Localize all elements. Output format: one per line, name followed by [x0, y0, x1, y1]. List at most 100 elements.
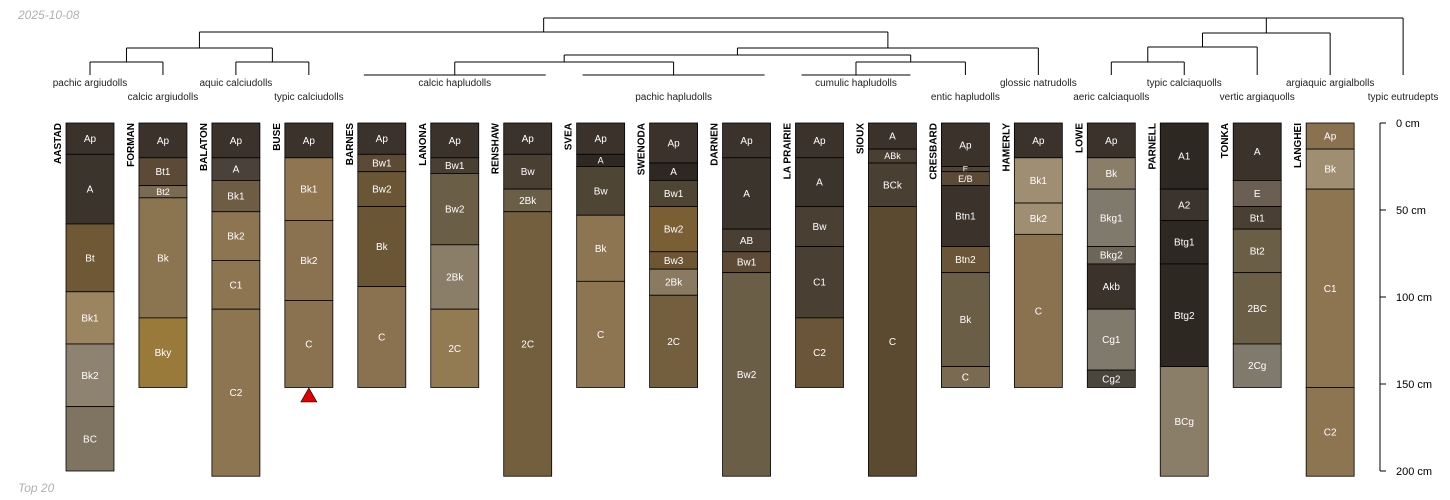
horizon-ap [138, 122, 188, 159]
horizon-label: Bt2 [1250, 246, 1265, 257]
subgroup-label-glossic-natrudolls: glossic natrudolls [1000, 78, 1077, 89]
horizon-label: Bk [1324, 165, 1337, 176]
subgroup-label-aeric-calciaquolls: aeric calciaquolls [1073, 92, 1149, 103]
horizon-label: Akb [1103, 282, 1121, 293]
horizon-cg2 [1086, 369, 1136, 388]
horizon-label: Ap [959, 140, 972, 151]
horizon-label: Bkg1 [1100, 213, 1123, 224]
profile-buse: Ap Bk1 Bk2 C BUSE [272, 122, 334, 388]
horizon-label: Bk1 [300, 185, 318, 196]
horizon-bk [941, 272, 990, 368]
horizon-label: Ap [84, 134, 97, 145]
horizon-label: Ap [303, 136, 316, 147]
horizon-bk2 [1013, 202, 1063, 235]
horizon-bc [65, 406, 115, 472]
profile-la-prairie: Ap A Bw C1 C2 LA PRAIRIE [783, 122, 844, 388]
horizon-label: 2Cg [1248, 361, 1266, 372]
horizon-label: Bt1 [155, 167, 170, 178]
horizon-label: 2Bk [665, 278, 683, 289]
horizon-akb [1086, 263, 1136, 310]
horizon-label: E [1254, 189, 1261, 200]
horizon-label: Ap [740, 136, 753, 147]
horizon-label: 2Bk [519, 196, 537, 207]
horizon-label: ABk [884, 151, 901, 161]
horizon-label: AB [740, 236, 754, 247]
horizon-label: 2C [448, 344, 461, 355]
horizon-label: 2Bk [446, 272, 464, 283]
horizon-label: Cg2 [1102, 374, 1121, 385]
horizon-label: Bkg2 [1100, 251, 1123, 262]
horizon-label: Bt2 [156, 187, 170, 197]
profile-name: SVEA [564, 123, 575, 150]
horizon-a [795, 157, 844, 207]
horizon-c2 [795, 317, 844, 388]
horizon-label: Ap [449, 136, 462, 147]
subgroup-label-aquic-calciudolls: aquic calciudolls [199, 78, 272, 89]
horizon-label: Ap [1324, 132, 1337, 143]
subgroup-label-vertic-argiaquolls: vertic argiaquolls [1220, 92, 1295, 103]
depth-axis: 0 cm 50 cm 100 cm 150 cm 200 cm [1379, 118, 1432, 478]
horizon-ap [722, 122, 771, 159]
profile-name: RENSHAW [491, 122, 502, 174]
profile-name: LOWE [1074, 123, 1085, 153]
profile-name: LANONA [418, 123, 429, 166]
profile-lowe: Ap Bk Bkg1 Bkg2 Akb Cg1 Cg2 LOWE [1074, 122, 1136, 388]
subgroup-label-entic-hapludolls: entic hapludolls [931, 92, 1000, 103]
profile-balaton: Ap A Bk1 Bk2 C1 C2 BALATON [199, 122, 261, 477]
horizon-bw2 [649, 206, 698, 253]
date-label: 2025-10-08 [18, 8, 80, 22]
horizon-label: C1 [230, 280, 243, 291]
profile-cresbard: Ap EE/B Btn1 Btn2 Bk C CRESBARD [928, 122, 990, 388]
horizon-label: Cg1 [1102, 335, 1121, 346]
horizon-bky [138, 317, 188, 388]
subgroup-label-typic-calciaquolls: typic calciaquolls [1147, 78, 1222, 89]
horizon-label: Bk [376, 242, 389, 253]
horizon-label: Bk [595, 244, 608, 255]
horizon-label: Bw3 [664, 256, 684, 267]
horizon-bk [1086, 157, 1136, 190]
horizon-a [65, 153, 115, 225]
horizon-bck [868, 162, 917, 207]
horizon-label: C2 [230, 388, 243, 399]
horizon-ap [357, 122, 407, 155]
horizon-ap [795, 122, 844, 159]
horizon-label: A [87, 185, 94, 196]
horizon-label: Ap [813, 136, 826, 147]
axis-tick-label: 150 cm [1396, 379, 1432, 391]
horizon-label: Bk2 [1030, 214, 1048, 225]
horizon-bk1 [211, 180, 261, 213]
horizon-label: C [597, 330, 604, 341]
horizon-label: A [598, 156, 604, 166]
horizon-label: Ap [667, 139, 680, 150]
horizon-label: Bw1 [372, 159, 392, 170]
profile-name: DARNEN [710, 123, 721, 166]
horizon-label: E/B [958, 174, 973, 184]
horizon-label: A2 [1178, 200, 1191, 211]
marker-triangle [300, 387, 318, 403]
horizon-bt1 [138, 157, 188, 187]
profile-name: BUSE [272, 123, 283, 151]
horizon-label: Bw2 [737, 370, 757, 381]
horizon-bk [1305, 148, 1355, 190]
horizon-bw2 [430, 173, 480, 246]
profile-langhei: Ap Bk C1 C2 LANGHEI [1293, 122, 1355, 477]
horizon-label: Bk2 [227, 232, 245, 243]
footer-note: Top 20 [18, 481, 55, 495]
subgroup-label-pachic-hapludolls: pachic hapludolls [635, 92, 712, 103]
horizon-bk1 [65, 291, 115, 345]
horizon-label: Bw2 [664, 225, 684, 236]
horizon-label: A [1254, 147, 1261, 158]
horizon-c [576, 280, 626, 388]
horizon-label: A [816, 178, 823, 189]
subgroup-label-pachic-argiudolls: pachic argiudolls [53, 78, 128, 89]
horizon-label: C2 [813, 348, 826, 359]
horizon-bt [65, 223, 115, 293]
horizon-label: BCk [883, 180, 903, 191]
horizon-label: Ap [522, 134, 535, 145]
profile-forman: Ap Bt1 Bt2 Bk Bky FORMAN [126, 122, 188, 388]
horizon-label: Bk [1105, 169, 1118, 180]
horizon-label: Bw1 [445, 161, 465, 172]
profile-name: HAMERLY [1001, 123, 1012, 172]
